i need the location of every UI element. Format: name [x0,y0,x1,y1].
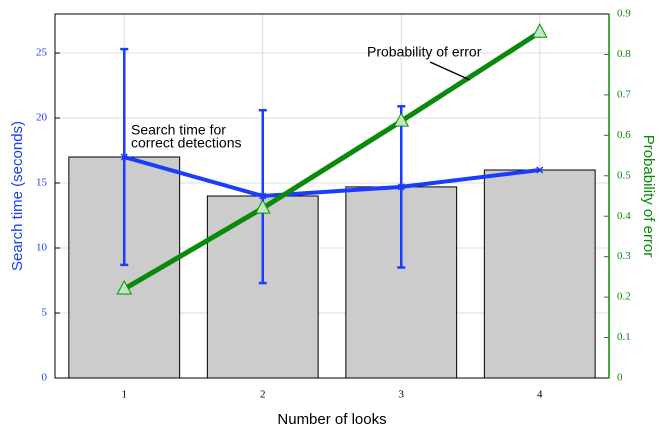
y-tick-label: 25 [36,47,48,59]
x-axis-label: Number of looks [277,411,386,428]
y2-tick-label: 0.4 [617,210,631,222]
y2-tick-label: 0.9 [617,8,631,20]
y-tick-label: 10 [36,242,48,254]
y2-tick-label: 0.2 [617,291,631,303]
y-tick-label: 0 [42,372,48,384]
x-tick-label: 1 [122,389,128,401]
annotation: Probability of error [367,44,482,60]
y2-tick-label: 0.8 [617,48,631,60]
y2-tick-label: 0.5 [617,169,631,181]
marker [259,192,267,200]
annotation-leader [429,61,471,81]
line [123,155,540,199]
y-tick-label: 20 [36,112,48,124]
y2-tick-label: 0.7 [617,88,631,100]
y2-tick-label: 0 [617,372,623,384]
marker [531,23,548,38]
x-tick-label: 4 [537,389,543,401]
x-tick-label: 2 [260,389,266,401]
bar [483,169,596,379]
y2-tick-label: 0.1 [617,331,631,343]
marker [536,166,544,174]
marker [120,153,128,161]
y-tick-label: 5 [42,307,48,319]
line [122,30,542,292]
annotation: correct detections [131,135,242,151]
y-tick-label: 15 [36,177,48,189]
y2-axis-label: Probability of error [640,135,657,258]
y2-tick-label: 0.6 [617,129,631,141]
x-tick-label: 3 [399,389,405,401]
y2-tick-label: 0.3 [617,250,631,262]
annotation: Search time for [131,122,226,138]
marker [116,279,133,295]
marker [254,199,271,214]
marker [397,183,405,191]
y-axis-label: Search time (seconds) [9,121,26,271]
marker [393,112,410,127]
